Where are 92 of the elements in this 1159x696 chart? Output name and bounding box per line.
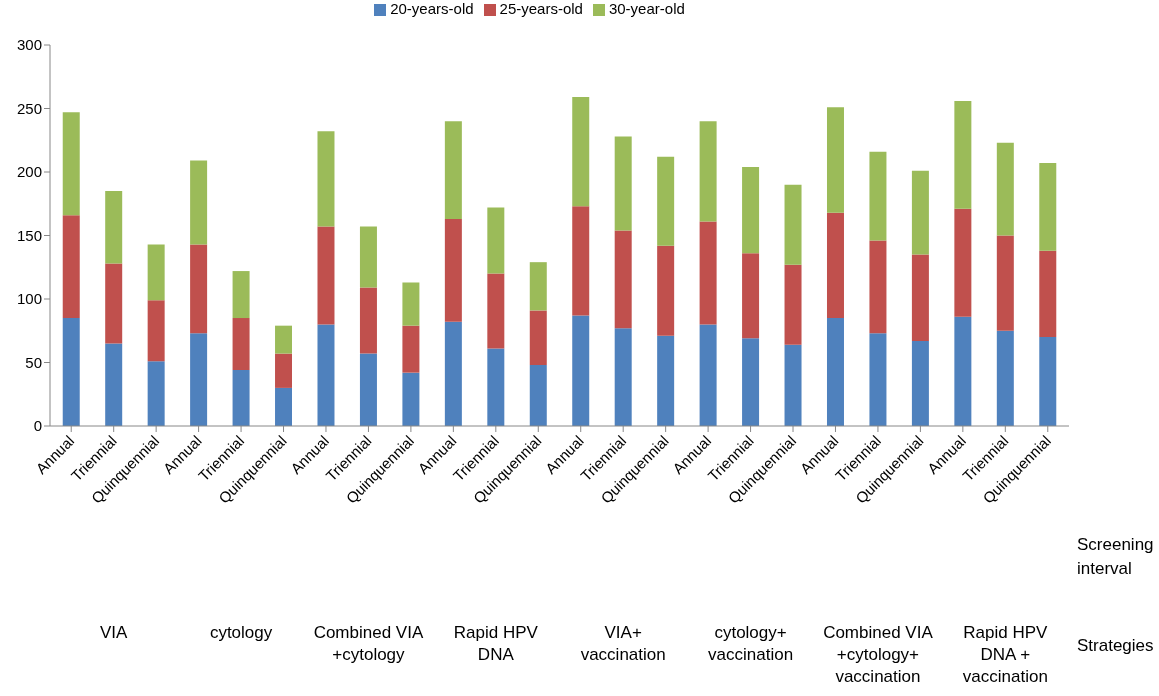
y-tick-label: 300 <box>16 36 42 54</box>
bar <box>614 230 632 329</box>
bar <box>742 338 760 426</box>
bar <box>190 244 208 334</box>
bar <box>699 221 717 325</box>
bar <box>147 361 165 426</box>
bar <box>529 262 547 311</box>
bar <box>105 343 123 426</box>
legend-label: 30-year-old <box>608 0 685 17</box>
y-tick-label: 100 <box>16 290 42 308</box>
bar <box>147 244 165 301</box>
bar <box>911 340 929 426</box>
bar <box>62 318 80 426</box>
x-axis-title: Screening interval <box>1077 534 1155 580</box>
bar <box>954 208 972 317</box>
y-tick-label: 150 <box>16 226 42 244</box>
bar <box>105 191 123 264</box>
bar <box>232 370 250 426</box>
bar <box>614 136 632 231</box>
bar <box>105 263 123 344</box>
bar <box>317 324 335 426</box>
bar <box>784 264 802 345</box>
bar <box>869 240 887 334</box>
bar <box>954 100 972 209</box>
bar <box>487 273 505 349</box>
bar <box>826 212 844 319</box>
bar <box>529 365 547 426</box>
text: Combined VIA +cytology+ vaccination <box>822 622 934 688</box>
bar <box>826 107 844 213</box>
bar <box>275 325 293 354</box>
bar <box>869 333 887 426</box>
bar <box>614 328 632 426</box>
bar <box>232 318 250 371</box>
bar <box>529 310 547 366</box>
text: cytology+ vaccination <box>707 623 795 666</box>
bar <box>572 97 590 207</box>
bar <box>275 387 293 426</box>
bar <box>317 226 335 325</box>
bar <box>1039 337 1057 426</box>
bar <box>742 253 760 339</box>
text: cytology <box>209 623 273 642</box>
text: Rapid HPV DNA + vaccination <box>961 623 1049 688</box>
bar <box>699 121 717 222</box>
bar <box>911 254 929 341</box>
bar <box>954 316 972 426</box>
bar <box>784 344 802 426</box>
bar <box>826 318 844 426</box>
bar <box>911 170 929 255</box>
bar <box>62 112 80 216</box>
bar <box>657 335 675 426</box>
text: Strategies <box>1077 636 1154 656</box>
bar <box>869 151 887 241</box>
bar <box>402 372 420 426</box>
bar <box>996 142 1014 236</box>
bar <box>444 121 462 219</box>
bar <box>487 348 505 426</box>
legend-label: 25-years-old <box>499 0 583 17</box>
bar <box>657 156 675 246</box>
bar <box>275 353 293 388</box>
bar <box>1039 250 1057 338</box>
bar <box>444 218 462 322</box>
bar <box>232 271 250 319</box>
y-tick-label: 50 <box>25 353 42 371</box>
text: Rapid HPV DNA <box>452 623 539 666</box>
text: Combined VIA +cytology <box>312 622 425 666</box>
bar <box>402 325 420 373</box>
text: VIA+ vaccination <box>579 622 667 666</box>
bar <box>657 245 675 336</box>
y-tick-label: 0 <box>33 417 42 435</box>
bar <box>1039 163 1057 251</box>
bar <box>147 300 165 362</box>
bar <box>359 226 377 288</box>
bar <box>742 166 760 254</box>
bar <box>190 333 208 426</box>
bar <box>190 160 208 245</box>
y-tick-label: 250 <box>16 99 42 117</box>
bar <box>317 131 335 227</box>
bar <box>62 215 80 319</box>
bar <box>996 330 1014 426</box>
bar <box>572 206 590 316</box>
text: VIA <box>99 622 129 644</box>
bar <box>402 282 420 326</box>
bar <box>487 207 505 274</box>
bar <box>572 315 590 426</box>
bar <box>359 287 377 354</box>
legend-label: 20-years-old <box>390 0 474 17</box>
y-tick-label: 200 <box>16 163 42 181</box>
bar <box>996 235 1014 331</box>
bar <box>699 324 717 426</box>
bar <box>784 184 802 265</box>
bar <box>359 353 377 426</box>
bar <box>444 321 462 426</box>
